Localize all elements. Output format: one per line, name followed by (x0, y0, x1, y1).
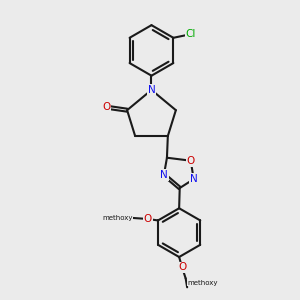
Text: methoxy: methoxy (187, 280, 218, 286)
Text: methoxy: methoxy (102, 215, 133, 221)
Text: Cl: Cl (185, 29, 196, 39)
Text: O: O (187, 156, 195, 166)
Text: N: N (190, 174, 198, 184)
Text: O: O (102, 102, 110, 112)
Text: O: O (143, 214, 152, 224)
Text: N: N (148, 85, 155, 95)
Text: methoxy: methoxy (105, 216, 133, 220)
Text: N: N (160, 170, 168, 180)
Text: O: O (178, 262, 186, 272)
